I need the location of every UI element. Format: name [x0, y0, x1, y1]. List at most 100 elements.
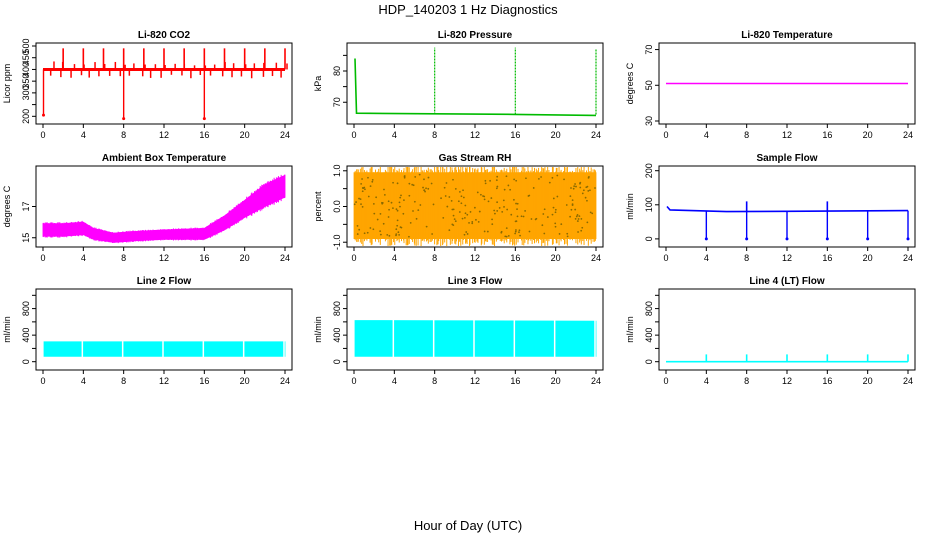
data-point	[471, 220, 474, 223]
data-point	[505, 227, 508, 230]
data-point	[440, 197, 442, 200]
data-point	[490, 197, 493, 199]
series-li-820-co2	[42, 48, 288, 121]
data-point	[574, 183, 576, 185]
data-point	[375, 196, 378, 199]
data-point	[427, 187, 430, 190]
x-tick-label: 0	[40, 253, 45, 263]
data-point	[581, 226, 584, 229]
series-line	[354, 58, 597, 117]
data-point	[475, 218, 477, 221]
data-point	[565, 204, 568, 206]
data-point	[445, 182, 448, 184]
x-tick-label: 24	[280, 376, 290, 386]
data-point	[403, 175, 406, 177]
y-axis-label: degrees C	[625, 62, 635, 104]
data-point	[355, 201, 357, 203]
data-point	[506, 208, 509, 211]
data-point	[399, 205, 401, 208]
data-point	[383, 188, 385, 191]
data-point	[361, 187, 364, 189]
data-point	[507, 234, 510, 237]
data-point	[566, 232, 569, 235]
data-point	[398, 201, 401, 204]
data-point	[575, 215, 578, 218]
spike-point	[122, 117, 126, 121]
data-point	[585, 186, 588, 189]
panel-title: Line 3 Flow	[448, 276, 503, 287]
data-point	[552, 197, 555, 200]
x-tick-label: 12	[159, 130, 169, 140]
data-point	[479, 193, 482, 196]
panel-title: Li-820 Temperature	[741, 30, 833, 41]
data-point	[591, 212, 594, 215]
data-point	[356, 224, 359, 227]
data-point	[466, 233, 469, 235]
data-point	[496, 185, 499, 188]
series-band	[354, 320, 597, 357]
data-point	[463, 216, 466, 219]
data-point	[379, 233, 382, 236]
figure-title: HDP_140203 1 Hz Diagnostics	[378, 2, 558, 17]
data-point	[371, 180, 374, 183]
data-point	[570, 208, 573, 211]
data-point	[587, 177, 590, 179]
data-point	[468, 221, 470, 224]
data-point	[454, 187, 457, 190]
data-point	[570, 187, 572, 189]
data-point	[367, 195, 370, 198]
data-point	[454, 220, 457, 223]
data-point	[451, 223, 454, 226]
data-point	[558, 233, 561, 235]
data-point	[418, 173, 421, 176]
data-point	[575, 185, 577, 188]
data-point	[507, 184, 510, 187]
data-point	[392, 181, 394, 184]
data-point	[574, 208, 577, 211]
series-line-3-flow	[354, 292, 597, 367]
x-tick-label: 20	[863, 253, 873, 263]
data-point	[541, 224, 544, 227]
data-point	[388, 234, 391, 237]
data-point	[413, 200, 416, 203]
data-point	[515, 179, 518, 182]
data-point	[503, 206, 505, 208]
y-tick-label: 70	[332, 97, 342, 107]
series-gas-stream-rh	[353, 167, 597, 246]
data-point	[452, 208, 455, 211]
x-tick-label: 0	[351, 253, 356, 263]
data-point	[353, 203, 356, 206]
data-point	[415, 217, 418, 220]
data-point	[586, 221, 589, 224]
data-point	[458, 211, 461, 213]
series-band	[43, 341, 286, 357]
data-point	[548, 181, 551, 184]
x-tick-label: 16	[199, 376, 209, 386]
y-tick-label: 400	[21, 328, 31, 343]
panel-title: Line 2 Flow	[137, 276, 192, 287]
data-point	[471, 222, 474, 225]
x-tick-label: 4	[81, 130, 86, 140]
panel-title: Sample Flow	[756, 153, 817, 164]
data-point	[459, 190, 461, 193]
data-point	[542, 213, 545, 215]
data-point	[516, 202, 519, 205]
data-point	[423, 178, 425, 181]
data-point	[515, 229, 517, 231]
data-point	[554, 222, 557, 225]
spike-point	[42, 113, 46, 117]
y-tick-label: 1.0	[332, 165, 342, 178]
x-tick-label: 24	[903, 130, 913, 140]
x-tick-label: 16	[822, 376, 832, 386]
data-point	[402, 212, 405, 215]
plot-frame	[346, 42, 604, 125]
x-tick-label: 4	[704, 253, 709, 263]
data-point	[514, 230, 517, 233]
data-point	[465, 231, 468, 233]
data-point	[457, 200, 460, 203]
spike-point	[906, 237, 910, 241]
data-point	[399, 226, 402, 229]
x-tick-label: 24	[591, 130, 601, 140]
data-point	[496, 175, 499, 178]
data-point	[563, 178, 565, 181]
